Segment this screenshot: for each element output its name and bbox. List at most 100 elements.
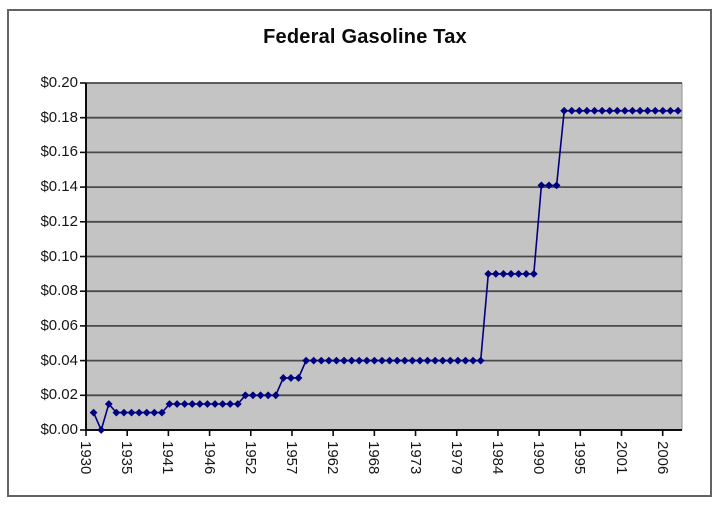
y-axis-tick-label: $0.16 xyxy=(40,143,78,161)
data-point-marker xyxy=(135,408,144,417)
x-axis-tick-label: 1941 xyxy=(159,441,177,475)
data-point-marker xyxy=(552,181,561,190)
data-point-marker xyxy=(590,106,599,115)
data-point-marker xyxy=(241,391,250,400)
data-point-marker xyxy=(173,400,181,408)
data-point-marker xyxy=(271,391,280,400)
data-point-marker xyxy=(575,106,584,115)
data-point-marker xyxy=(203,400,212,408)
data-point-marker xyxy=(347,356,356,365)
data-point-marker xyxy=(165,400,174,408)
data-point-marker xyxy=(529,269,538,278)
data-point-marker xyxy=(226,400,235,408)
data-point-marker xyxy=(317,356,326,365)
data-point-marker xyxy=(249,391,257,400)
data-point-marker xyxy=(142,408,151,417)
x-axis-tick-label: 1968 xyxy=(365,441,383,475)
data-point-marker xyxy=(567,106,576,115)
data-point-marker xyxy=(279,374,288,382)
data-point-marker xyxy=(355,356,364,365)
chart-title: Federal Gasoline Tax xyxy=(263,26,467,48)
data-point-marker xyxy=(522,269,531,278)
x-axis-tick-label: 1984 xyxy=(488,441,506,475)
data-point-marker xyxy=(628,106,637,115)
y-axis-tick-label: $0.14 xyxy=(40,178,78,196)
data-point-marker xyxy=(157,408,166,417)
y-axis-tick-label: $0.20 xyxy=(40,74,78,91)
data-point-marker xyxy=(484,269,493,278)
data-point-marker xyxy=(233,400,242,408)
data-point-marker xyxy=(332,356,341,365)
y-axis-tick-label: $0.18 xyxy=(40,108,78,126)
data-point-marker xyxy=(378,356,386,365)
data-point-marker xyxy=(127,408,136,417)
data-point-marker xyxy=(97,426,106,434)
x-axis-tick-label: 1962 xyxy=(324,441,342,475)
data-point-marker xyxy=(507,269,515,278)
data-point-marker xyxy=(613,106,622,115)
data-point-marker xyxy=(499,269,508,278)
x-axis-tick-label: 1973 xyxy=(406,441,424,475)
data-point-marker xyxy=(195,400,204,408)
data-point-marker xyxy=(491,269,500,278)
data-point-marker xyxy=(605,106,614,115)
data-point-marker xyxy=(620,106,629,115)
data-point-marker xyxy=(537,181,546,190)
x-axis-tick-label: 1995 xyxy=(571,441,589,475)
x-axis-tick-label: 1946 xyxy=(200,441,218,475)
data-point-marker xyxy=(393,356,402,365)
data-point-marker xyxy=(385,356,394,365)
data-point-marker xyxy=(666,106,675,115)
x-axis-tick-label: 2001 xyxy=(612,441,630,475)
data-point-marker xyxy=(89,408,98,417)
y-axis-tick-label: $0.08 xyxy=(40,282,78,300)
data-point-marker xyxy=(188,400,197,408)
data-point-marker xyxy=(416,356,424,365)
x-axis-tick-label: 1957 xyxy=(282,441,300,475)
y-axis-tick-label: $0.10 xyxy=(40,247,78,265)
y-axis-tick-label: $0.06 xyxy=(40,316,78,334)
data-point-marker xyxy=(287,374,295,382)
data-point-marker xyxy=(453,356,462,365)
data-point-marker xyxy=(469,356,477,365)
x-axis-tick-label: 1935 xyxy=(118,441,136,475)
data-point-marker xyxy=(598,106,607,115)
data-point-marker xyxy=(476,356,485,365)
data-point-marker xyxy=(431,356,440,365)
data-point-marker xyxy=(446,356,455,365)
data-point-marker xyxy=(104,400,113,408)
y-axis-tick-label: $0.02 xyxy=(40,386,78,404)
x-axis-tick-label: 1952 xyxy=(241,441,259,475)
data-point-marker xyxy=(461,356,470,365)
data-point-marker xyxy=(636,106,644,115)
y-axis-tick-label: $0.00 xyxy=(40,421,78,438)
data-point-marker xyxy=(362,356,371,365)
data-point-marker xyxy=(309,356,318,365)
data-point-marker xyxy=(438,356,447,365)
data-point-marker xyxy=(651,106,660,115)
data-point-marker xyxy=(180,400,189,408)
data-point-marker xyxy=(324,356,333,365)
data-point-marker xyxy=(400,356,409,365)
data-point-marker xyxy=(294,374,303,382)
data-point-marker xyxy=(674,106,682,115)
data-point-marker xyxy=(211,400,219,408)
x-axis-tick-label: 1930 xyxy=(77,441,94,475)
data-point-marker xyxy=(560,106,569,115)
y-axis-tick-label: $0.04 xyxy=(40,351,78,369)
data-point-marker xyxy=(423,356,432,365)
x-axis-tick-label: 1990 xyxy=(530,441,548,475)
data-point-marker xyxy=(264,391,273,400)
data-point-marker xyxy=(340,356,348,365)
data-point-marker xyxy=(583,106,591,115)
data-point-marker xyxy=(408,356,417,365)
data-point-marker xyxy=(545,181,553,190)
data-point-marker xyxy=(218,400,227,408)
data-point-marker xyxy=(658,106,667,115)
data-point-marker xyxy=(643,106,652,115)
data-point-marker xyxy=(120,408,128,417)
data-point-marker xyxy=(256,391,265,400)
data-point-marker xyxy=(302,356,311,365)
